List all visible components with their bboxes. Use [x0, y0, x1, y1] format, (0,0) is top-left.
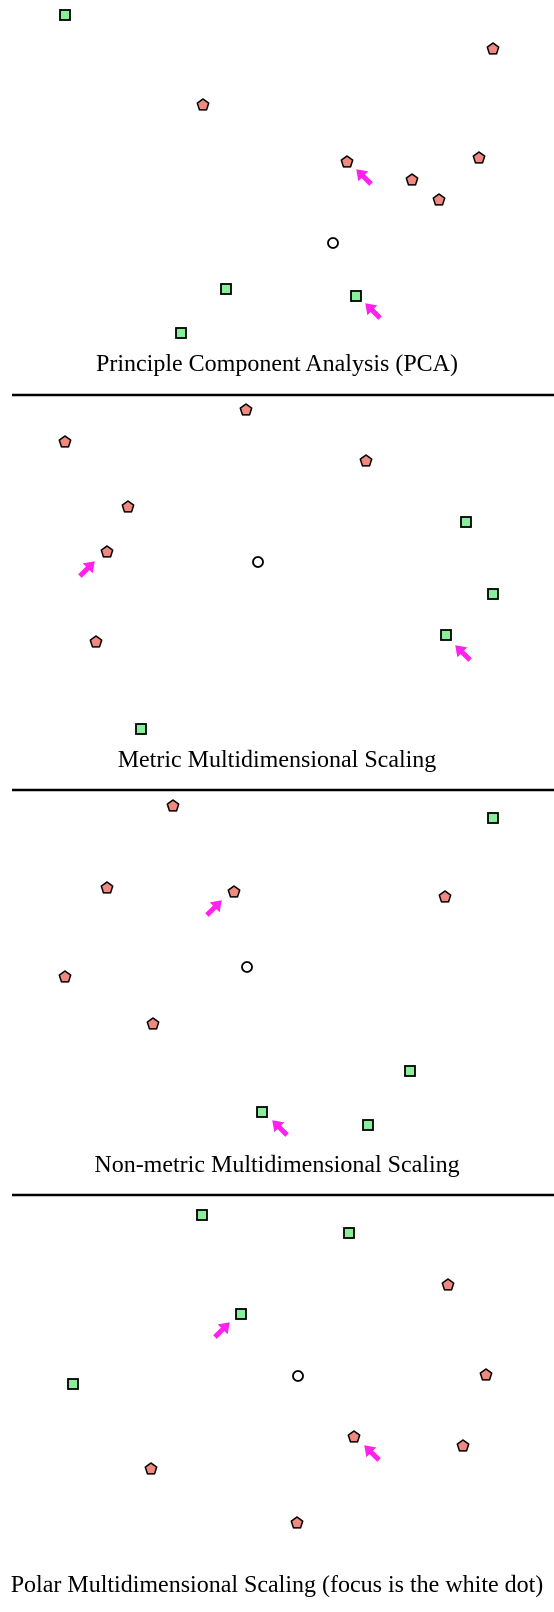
pentagon-marker-icon	[359, 454, 373, 467]
pentagon-marker-icon	[347, 1430, 361, 1443]
square-marker-icon	[196, 1209, 208, 1221]
pentagon-marker-icon	[438, 890, 452, 903]
square-marker-icon	[440, 629, 452, 641]
focus-circle-icon	[292, 1370, 304, 1382]
pentagon-marker-icon	[456, 1439, 470, 1452]
pentagon-marker-icon	[100, 545, 114, 558]
panel-caption-metric-mds: Metric Multidimensional Scaling	[118, 747, 437, 773]
pentagon-marker-icon	[144, 1462, 158, 1475]
square-marker-icon	[487, 812, 499, 824]
pentagon-marker-icon	[166, 799, 180, 812]
pentagon-marker-icon	[290, 1516, 304, 1529]
focus-circle-icon	[327, 237, 339, 249]
panel-caption-pca: Principle Component Analysis (PCA)	[96, 351, 458, 377]
magenta-arrow-icon	[364, 1445, 381, 1462]
square-marker-icon	[235, 1308, 247, 1320]
focus-circle-icon	[252, 556, 264, 568]
pentagon-marker-icon	[89, 635, 103, 648]
square-marker-icon	[135, 723, 147, 735]
panel-caption-nonmetric-mds: Non-metric Multidimensional Scaling	[94, 1152, 459, 1178]
pentagon-marker-icon	[472, 151, 486, 164]
pentagon-marker-icon	[441, 1278, 455, 1291]
magenta-arrow-icon	[356, 169, 373, 186]
pentagon-marker-icon	[58, 435, 72, 448]
square-marker-icon	[362, 1119, 374, 1131]
square-marker-icon	[256, 1106, 268, 1118]
square-marker-icon	[59, 9, 71, 21]
pentagon-marker-icon	[121, 500, 135, 513]
square-marker-icon	[67, 1378, 79, 1390]
pentagon-marker-icon	[432, 193, 446, 206]
square-marker-icon	[460, 516, 472, 528]
square-marker-icon	[404, 1065, 416, 1077]
magenta-arrow-icon	[213, 1322, 230, 1339]
pentagon-marker-icon	[100, 881, 114, 894]
pentagon-marker-icon	[58, 970, 72, 983]
magenta-arrow-icon	[205, 900, 222, 917]
pentagon-marker-icon	[405, 173, 419, 186]
pentagon-marker-icon	[486, 42, 500, 55]
magenta-arrow-icon	[272, 1120, 289, 1137]
pentagon-marker-icon	[196, 98, 210, 111]
focus-circle-icon	[241, 961, 253, 973]
magenta-arrow-icon	[78, 561, 95, 578]
pentagon-marker-icon	[227, 885, 241, 898]
pentagon-marker-icon	[146, 1017, 160, 1030]
pentagon-marker-icon	[239, 403, 253, 416]
markers-layer	[58, 9, 500, 1529]
square-marker-icon	[343, 1227, 355, 1239]
square-marker-icon	[487, 588, 499, 600]
magenta-arrow-icon	[455, 645, 472, 662]
magenta-arrow-icon	[365, 303, 382, 320]
square-marker-icon	[220, 283, 232, 295]
pentagon-marker-icon	[479, 1368, 493, 1381]
square-marker-icon	[175, 327, 187, 339]
pentagon-marker-icon	[340, 155, 354, 168]
panel-caption-polar-mds: Polar Multidimensional Scaling (focus is…	[11, 1572, 544, 1598]
square-marker-icon	[350, 290, 362, 302]
